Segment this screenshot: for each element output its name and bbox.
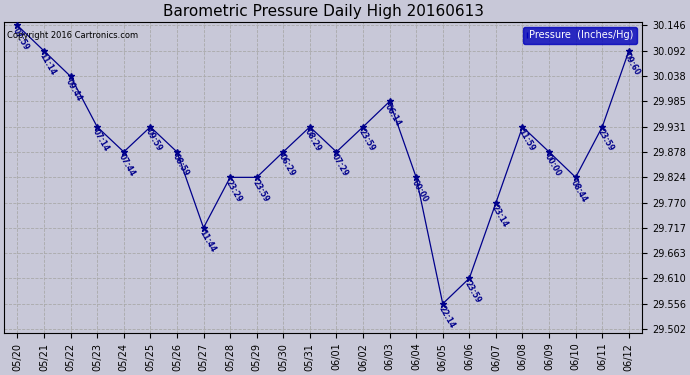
Text: 23:14: 23:14 [489, 204, 509, 229]
Title: Barometric Pressure Daily High 20160613: Barometric Pressure Daily High 20160613 [163, 4, 484, 19]
Text: 23:59: 23:59 [357, 128, 376, 153]
Text: 00:00: 00:00 [542, 153, 562, 178]
Text: 09:60: 09:60 [622, 52, 642, 77]
Text: 23:59: 23:59 [595, 128, 615, 153]
Text: 07:44: 07:44 [117, 153, 137, 178]
Text: 07:14: 07:14 [91, 128, 110, 153]
Text: 11:14: 11:14 [37, 52, 57, 77]
Text: 07:29: 07:29 [330, 153, 350, 178]
Text: 06:14: 06:14 [383, 102, 403, 128]
Text: 07:59: 07:59 [11, 27, 31, 52]
Text: 23:29: 23:29 [224, 178, 244, 204]
Text: 09:44: 09:44 [64, 77, 84, 103]
Text: 22:14: 22:14 [436, 305, 456, 330]
Text: 08:44: 08:44 [569, 178, 589, 204]
Text: 08:29: 08:29 [304, 128, 324, 153]
Text: 11:59: 11:59 [516, 128, 536, 153]
Text: Copyright 2016 Cartronics.com: Copyright 2016 Cartronics.com [8, 31, 139, 40]
Text: 09:59: 09:59 [144, 128, 164, 153]
Text: 23:59: 23:59 [463, 279, 483, 304]
Legend: Pressure  (Inches/Hg): Pressure (Inches/Hg) [523, 27, 638, 44]
Text: 00:00: 00:00 [410, 178, 430, 204]
Text: 23:59: 23:59 [250, 178, 270, 204]
Text: 06:29: 06:29 [277, 153, 297, 178]
Text: 11:44: 11:44 [197, 229, 217, 254]
Text: 08:59: 08:59 [170, 153, 190, 178]
